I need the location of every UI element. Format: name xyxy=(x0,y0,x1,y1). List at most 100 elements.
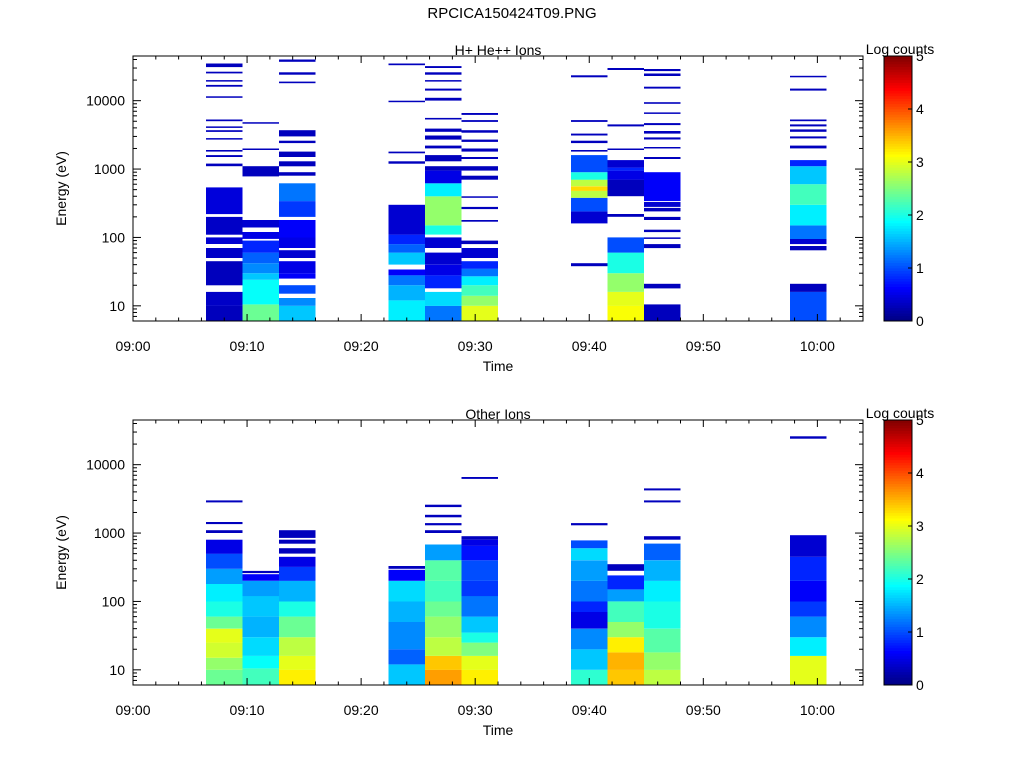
heatmap-cell xyxy=(644,112,681,114)
colorbar-segment xyxy=(884,613,912,617)
heatmap-cell xyxy=(644,628,681,653)
heatmap-cell xyxy=(790,655,827,685)
heatmap-cell xyxy=(279,250,316,258)
heatmap-cell xyxy=(461,157,498,159)
x-tick-label: 09:20 xyxy=(344,338,379,354)
heatmap-cell xyxy=(206,500,243,503)
colorbar-segment xyxy=(884,191,912,195)
heatmap-cell xyxy=(279,539,316,544)
heatmap-cell xyxy=(644,102,681,104)
heatmap-cell xyxy=(279,261,316,274)
heatmap-cell xyxy=(206,628,243,643)
heatmap-cell xyxy=(242,240,279,253)
heatmap-cell xyxy=(425,514,462,518)
heatmap-cell xyxy=(644,172,681,202)
colorbar-segment xyxy=(884,273,912,277)
heatmap-cell xyxy=(242,263,279,274)
colorbar-segment xyxy=(884,478,912,482)
colorbar-segment xyxy=(884,624,912,628)
heatmap-cell xyxy=(388,63,425,66)
heatmap-cell xyxy=(790,184,827,205)
colorbar-segment xyxy=(884,302,912,306)
colorbar-tick-label: 2 xyxy=(916,207,924,223)
colorbar-segment xyxy=(884,79,912,83)
colorbar-segment xyxy=(884,188,912,192)
colorbar-segment xyxy=(884,246,912,250)
heatmap-cell xyxy=(461,539,498,546)
colorbar-segment xyxy=(884,119,912,123)
colorbar-segment xyxy=(884,207,912,211)
colorbar-segment xyxy=(884,600,912,604)
heatmap-cell xyxy=(571,150,608,152)
heatmap-cell xyxy=(461,655,498,670)
colorbar-segment xyxy=(884,180,912,184)
x-tick-label: 09:10 xyxy=(230,702,265,718)
heatmap-cell xyxy=(425,155,462,162)
heatmap-cell xyxy=(607,179,644,197)
heatmap-cell xyxy=(644,147,681,149)
heatmap-cell xyxy=(279,305,316,321)
colorbar-segment xyxy=(884,71,912,75)
heatmap-cell xyxy=(279,285,316,294)
heatmap-cell xyxy=(279,548,316,554)
colorbar-segment xyxy=(884,201,912,205)
heatmap-cell xyxy=(206,187,243,215)
colorbar-segment xyxy=(884,103,912,107)
heatmap-cell xyxy=(607,214,644,217)
panel-title: Other Ions xyxy=(465,406,530,422)
heatmap-cell xyxy=(461,276,498,286)
colorbar-segment xyxy=(884,275,912,279)
heatmap-cell xyxy=(206,71,243,74)
heatmap-cell xyxy=(461,295,498,306)
heatmap-cell xyxy=(425,97,462,101)
heatmap-cell xyxy=(206,138,243,140)
heatmap-cell xyxy=(461,120,498,122)
colorbar-segment xyxy=(884,568,912,572)
colorbar-segment xyxy=(884,573,912,577)
heatmap-cell xyxy=(644,137,681,140)
heatmap-cell xyxy=(388,622,425,650)
heatmap-cell xyxy=(461,113,498,115)
heatmap-cell xyxy=(607,273,644,292)
heatmap-cell xyxy=(644,669,681,685)
heatmap-cell xyxy=(607,167,644,171)
heatmap-cell xyxy=(461,268,498,277)
heatmap-cell xyxy=(571,75,608,78)
heatmap-cell xyxy=(607,148,644,150)
y-axis-label: Energy (eV) xyxy=(53,151,69,226)
heatmap-cell xyxy=(242,637,279,656)
heatmap-cell xyxy=(279,183,316,202)
colorbar-segment xyxy=(884,151,912,155)
colorbar-segment xyxy=(884,63,912,67)
heatmap-cell xyxy=(790,124,827,127)
heatmap-cell xyxy=(644,131,681,134)
heatmap-cell xyxy=(461,560,498,581)
colorbar-segment xyxy=(884,215,912,219)
heatmap-cell xyxy=(607,252,644,274)
heatmap-cell xyxy=(790,75,827,78)
heatmap-cell xyxy=(242,596,279,617)
heatmap-cell xyxy=(206,657,243,670)
colorbar-segment xyxy=(884,470,912,474)
heatmap-cell xyxy=(242,668,279,685)
heatmap-cell xyxy=(790,556,827,581)
heatmap-cell xyxy=(644,283,681,289)
heatmap-cell xyxy=(425,637,462,656)
colorbar-segment xyxy=(884,462,912,466)
colorbar-tick-label: 4 xyxy=(916,101,924,117)
colorbar-segment xyxy=(884,544,912,548)
heatmap-cell xyxy=(607,160,644,168)
heatmap-cell xyxy=(644,123,681,126)
heatmap-cell xyxy=(206,584,243,602)
colorbar-segment xyxy=(884,220,912,224)
heatmap-cell xyxy=(388,204,425,235)
heatmap-cell xyxy=(644,216,681,220)
colorbar-segment xyxy=(884,305,912,309)
heatmap-cell xyxy=(388,252,425,265)
x-axis-label: Time xyxy=(483,358,514,374)
heatmap-cell xyxy=(425,275,462,289)
colorbar-segment xyxy=(884,56,912,60)
heatmap-cell xyxy=(790,166,827,185)
heatmap-cell xyxy=(607,291,644,306)
colorbar-segment xyxy=(884,138,912,142)
